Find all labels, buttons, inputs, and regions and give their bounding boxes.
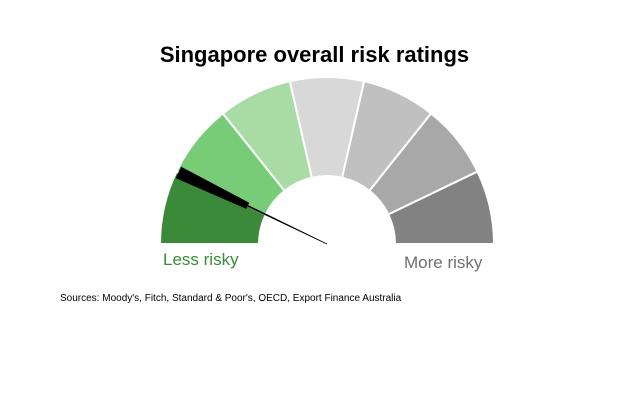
needle-pointer <box>182 172 328 245</box>
gauge-segments <box>158 76 496 245</box>
source-note: Sources: Moody's, Fitch, Standard & Poor… <box>60 293 402 304</box>
gauge-segment-7 <box>386 170 496 245</box>
more-risky-label: More risky <box>404 253 483 272</box>
gauge-needle <box>182 172 328 245</box>
less-risky-label: Less risky <box>163 250 239 269</box>
chart-title: Singapore overall risk ratings <box>159 42 470 67</box>
